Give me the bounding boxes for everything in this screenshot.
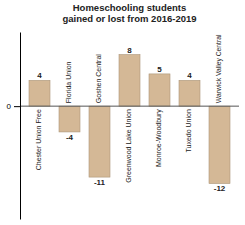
- data-label: 8: [127, 46, 132, 55]
- data-label: 5: [157, 65, 162, 74]
- data-label: -4: [66, 133, 74, 142]
- category-label: Monroe-Woodbury: [155, 109, 163, 167]
- title-line: Homeschooling students: [73, 2, 186, 13]
- y-tick-label: 0: [7, 102, 12, 111]
- category-label: Chester Union Free: [35, 109, 42, 170]
- y-axis-line: [20, 33, 21, 220]
- bar: [149, 74, 170, 106]
- data-label: -11: [94, 178, 106, 187]
- bar: [209, 106, 230, 183]
- category-label: Warwick Valley Central: [215, 34, 223, 103]
- title: Homeschooling studentsgained or lost fro…: [62, 2, 196, 24]
- y-tick-mark: [14, 106, 20, 107]
- data-label: 4: [187, 71, 192, 80]
- bar: [119, 55, 140, 107]
- category-label: Goshen Central: [95, 54, 102, 103]
- category-label: Florida Union: [65, 61, 72, 103]
- category-label: Greenwood Lake Union: [125, 109, 132, 183]
- bar: [29, 80, 50, 106]
- bar: [89, 106, 110, 177]
- y-tick: 0: [7, 102, 20, 111]
- chart: Homeschooling studentsgained or lost fro…: [0, 0, 245, 225]
- bar: [179, 80, 200, 106]
- bar: [59, 106, 80, 132]
- bars: [29, 55, 230, 184]
- category-label: Tuxedo Union: [185, 109, 192, 152]
- data-label: 4: [37, 71, 42, 80]
- labels: 4 -4 -11 8 5 4 -12 Chester Union Free Florida Un…: [35, 34, 225, 193]
- data-label: -12: [214, 184, 226, 193]
- baseline: [20, 106, 239, 107]
- title-line: gained or lost from 2016-2019: [62, 13, 196, 24]
- y-axis: 0: [7, 33, 21, 220]
